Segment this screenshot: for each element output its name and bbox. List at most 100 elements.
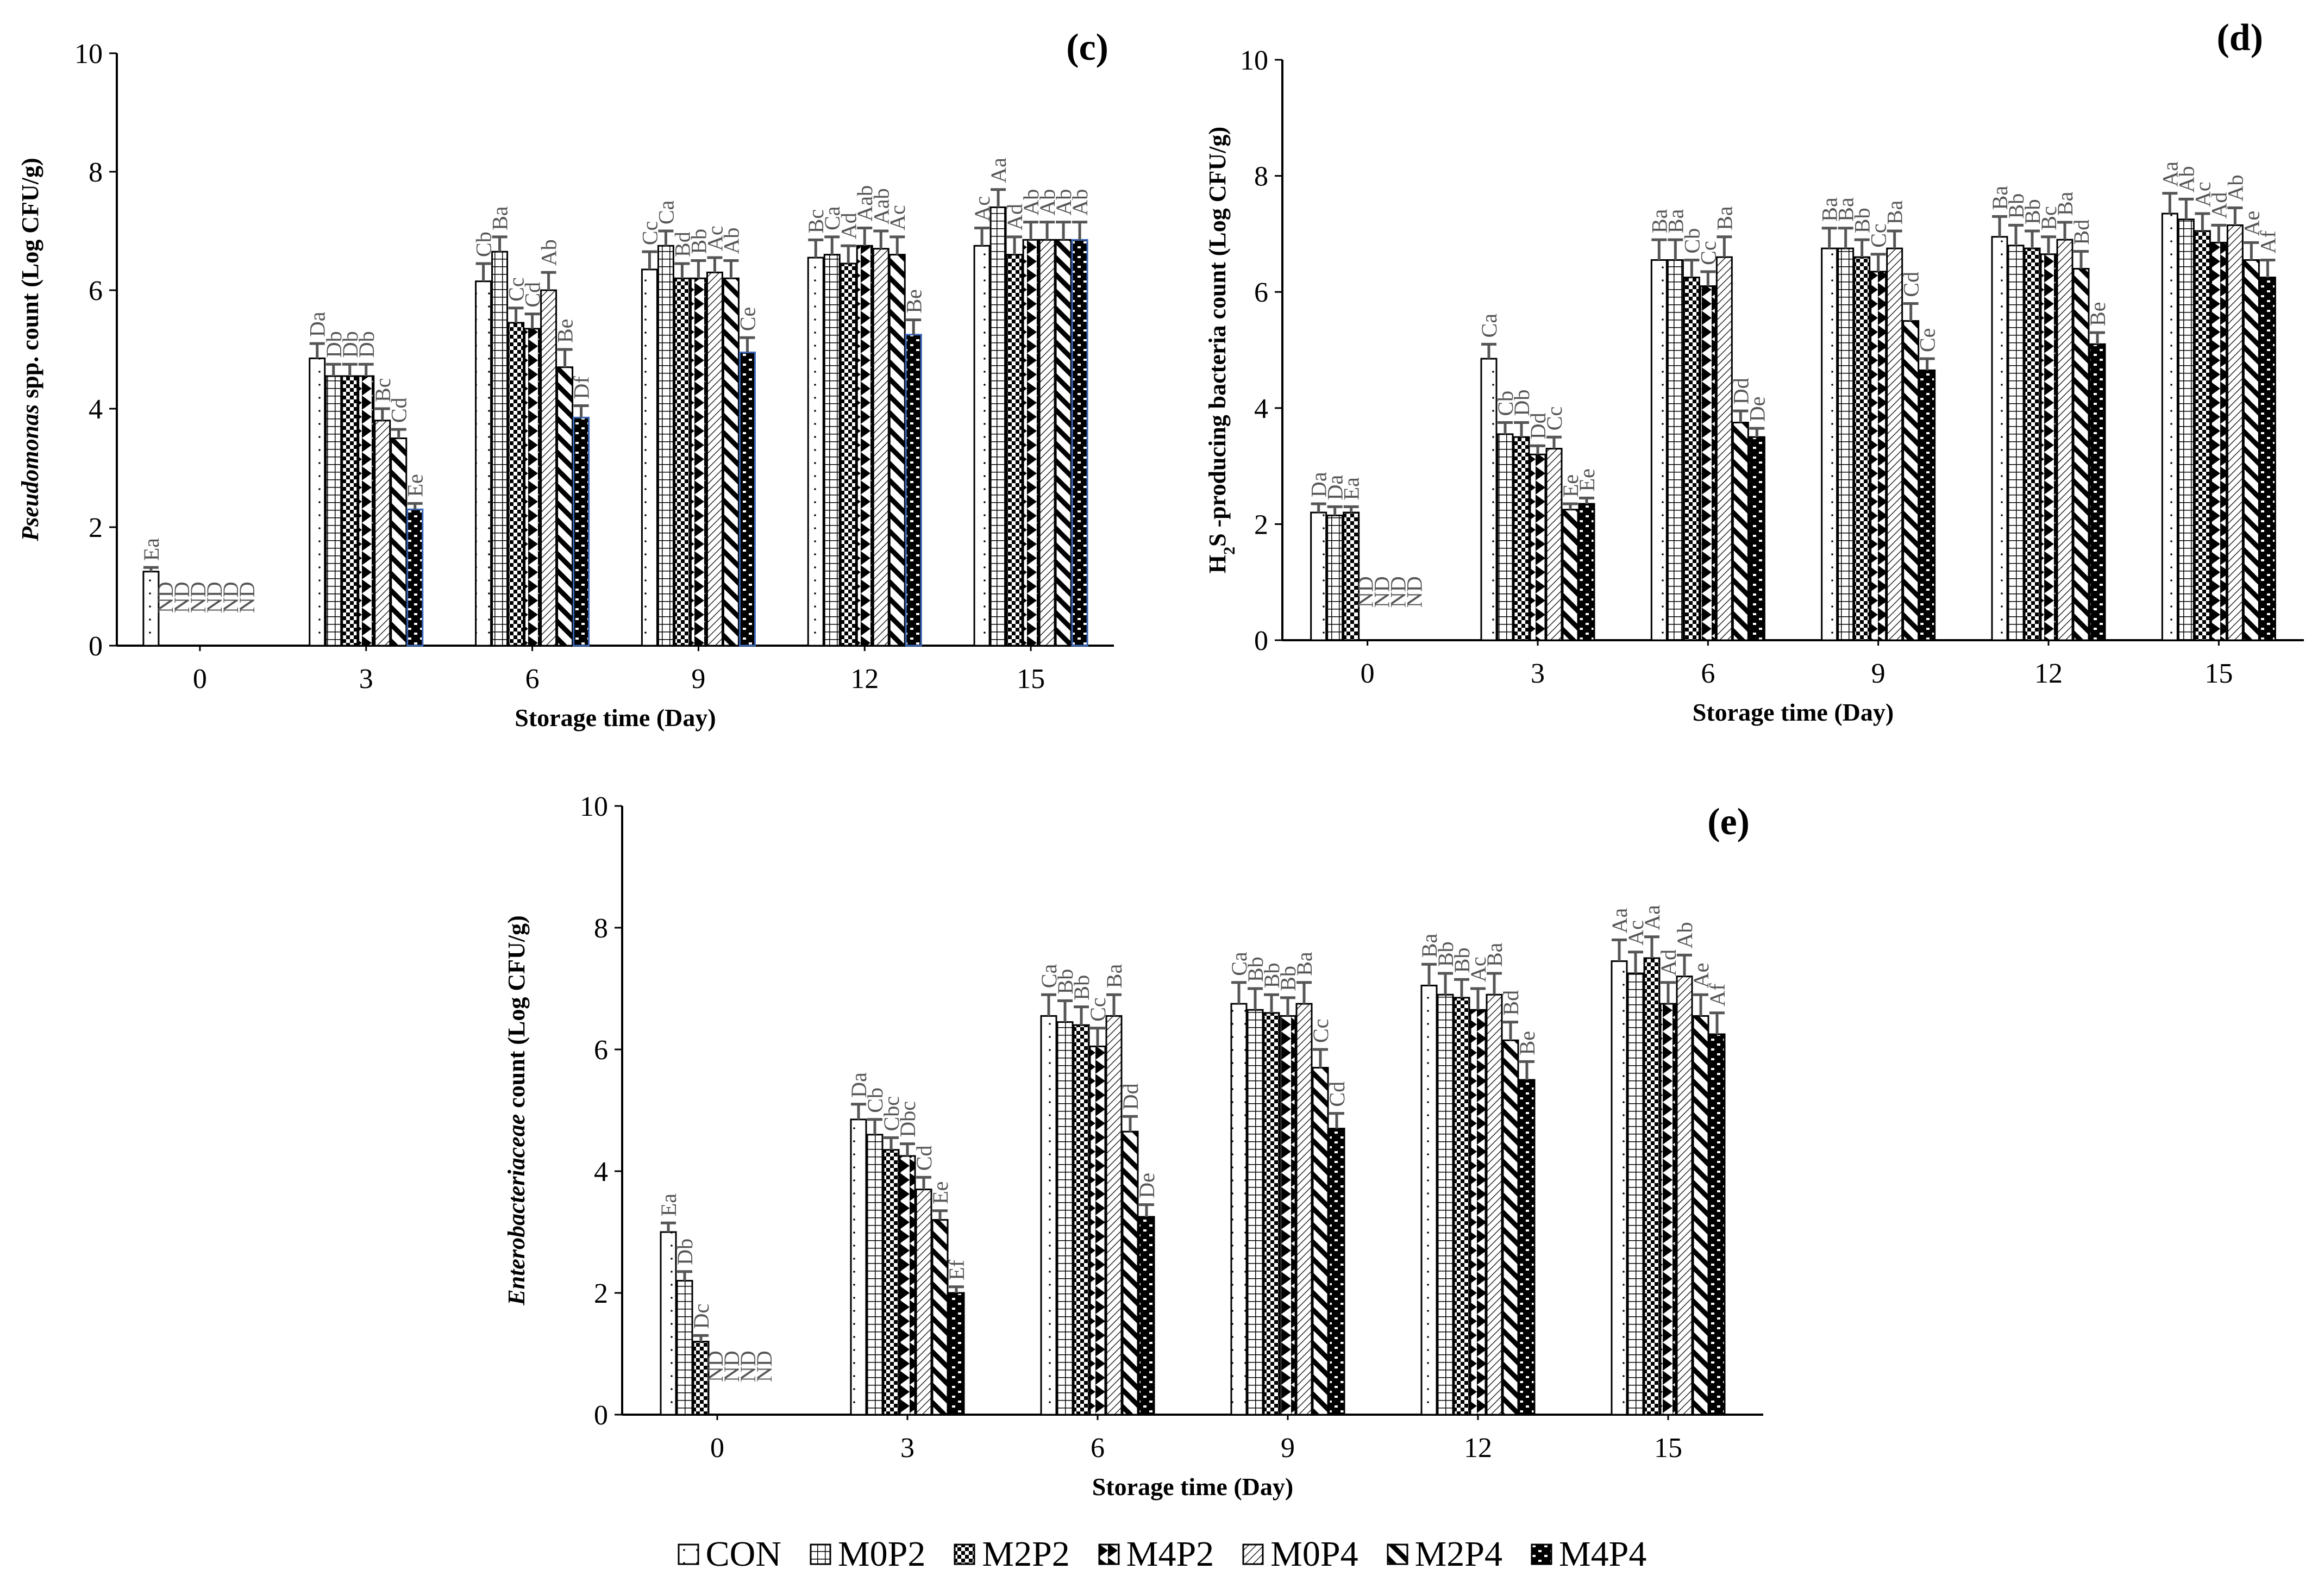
data-label: Ab [537,239,561,266]
data-label: Ad [2207,192,2231,218]
x-tick-label: 15 [2204,658,2233,689]
bar [899,1155,916,1416]
data-label: Ce [735,307,760,331]
data-label: Bb [1069,975,1094,1001]
legend-item-m2p4: M2P4 [1387,1534,1502,1575]
bar [1469,1009,1487,1416]
legend-item-m0p4: M0P4 [1242,1534,1358,1575]
bar [1295,1003,1313,1416]
y-tick-label: 8 [594,913,608,944]
data-label: Da [847,1072,871,1098]
bar [1821,247,1838,641]
bar [1310,511,1327,641]
data-label: Cbc [879,1096,904,1131]
data-label: Ba [1818,197,1842,222]
bar [989,206,1007,647]
x-axis-title: Storage time (Day) [1693,698,1894,726]
data-label: Cb [1493,391,1518,416]
bar [2024,247,2041,641]
bar [1420,984,1438,1416]
bar [1073,1024,1090,1416]
x-tick-label: 3 [900,1433,914,1464]
x-tick-label: 3 [359,664,373,695]
bar [2056,239,2074,641]
data-label: Db [673,1239,697,1265]
x-tick-label: 9 [1871,658,1885,689]
bar [2226,224,2244,641]
bar [1732,422,1749,641]
y-tick-label: 4 [594,1157,608,1187]
bar [2194,230,2211,641]
bar [1627,972,1644,1416]
y-tick-label: 0 [89,631,103,662]
legend-label: CON [705,1534,781,1574]
bar [948,1292,965,1416]
bar [850,1118,867,1416]
nd-label: ND [170,582,194,613]
bar [1437,993,1454,1416]
data-label: Ba [1663,209,1688,233]
nd-label: ND [752,1351,776,1382]
bar [641,268,658,647]
data-label: Ba [1883,200,1907,224]
bar [1902,320,1920,641]
data-label: Ca [1227,952,1251,976]
data-label: Ca [820,206,844,230]
bar [1562,509,1579,641]
x-axis-title: Storage time (Day) [1092,1473,1293,1501]
bar [1529,453,1546,641]
x-tick-label: 12 [850,664,879,695]
panel-label: (d) [2216,17,2263,59]
data-label: Ee [928,1182,953,1204]
data-label: Ae [1689,963,1713,989]
bar [573,416,590,647]
data-label: Bb [1260,963,1284,989]
data-label: Ba [1988,186,2012,210]
data-label: Ba [1102,964,1126,989]
x-axis-title: Storage time (Day) [515,704,716,732]
bar [1643,957,1661,1416]
bar [309,357,326,647]
x-tick-label: 6 [525,664,540,695]
bar [1513,436,1530,641]
nd-label: ND [186,582,210,613]
data-label: Aab [869,188,893,224]
y-tick-label: 6 [594,1035,608,1066]
bar [1837,247,1855,641]
chart-panel-2: 02468100EaDbDcNDNDNDND3DaCbCbcDbcCdEeEf6… [503,791,1763,1501]
legend-label: M0P2 [838,1534,926,1574]
nd-label: ND [153,582,178,613]
bar [2161,212,2178,641]
data-label: Ab [719,228,743,254]
data-label: Af [1705,983,1730,1007]
grid-pattern-icon [810,1543,831,1565]
data-label: Bb [1450,948,1474,973]
nd-label: ND [719,1351,744,1382]
bar [1246,1009,1264,1416]
bar [1453,997,1470,1416]
bar [1022,239,1039,647]
bar [1919,369,1936,641]
bar [1991,236,2008,641]
data-label: Ca [1037,964,1061,989]
data-label: Ba [1417,934,1442,958]
bar [2177,218,2195,641]
nd-label: ND [1402,576,1427,608]
bar [540,289,557,647]
data-label: Ac [885,205,910,230]
data-label: Cc [504,277,529,301]
data-label: Dd [1118,1083,1143,1110]
legend-label: M4P2 [1126,1534,1214,1574]
bar [2040,253,2057,641]
bar [358,375,375,647]
x-tick-label: 3 [1531,658,1545,689]
data-label: Bc [2037,206,2061,230]
data-label: Ad [1003,204,1027,230]
data-label: Ab [2223,174,2247,201]
bar [931,1219,949,1416]
bar [374,420,391,647]
data-label: Da [1307,472,1331,497]
y-tick-label: 6 [1254,277,1268,308]
data-label: Bb [686,229,711,254]
x-tick-label: 6 [1091,1433,1105,1464]
